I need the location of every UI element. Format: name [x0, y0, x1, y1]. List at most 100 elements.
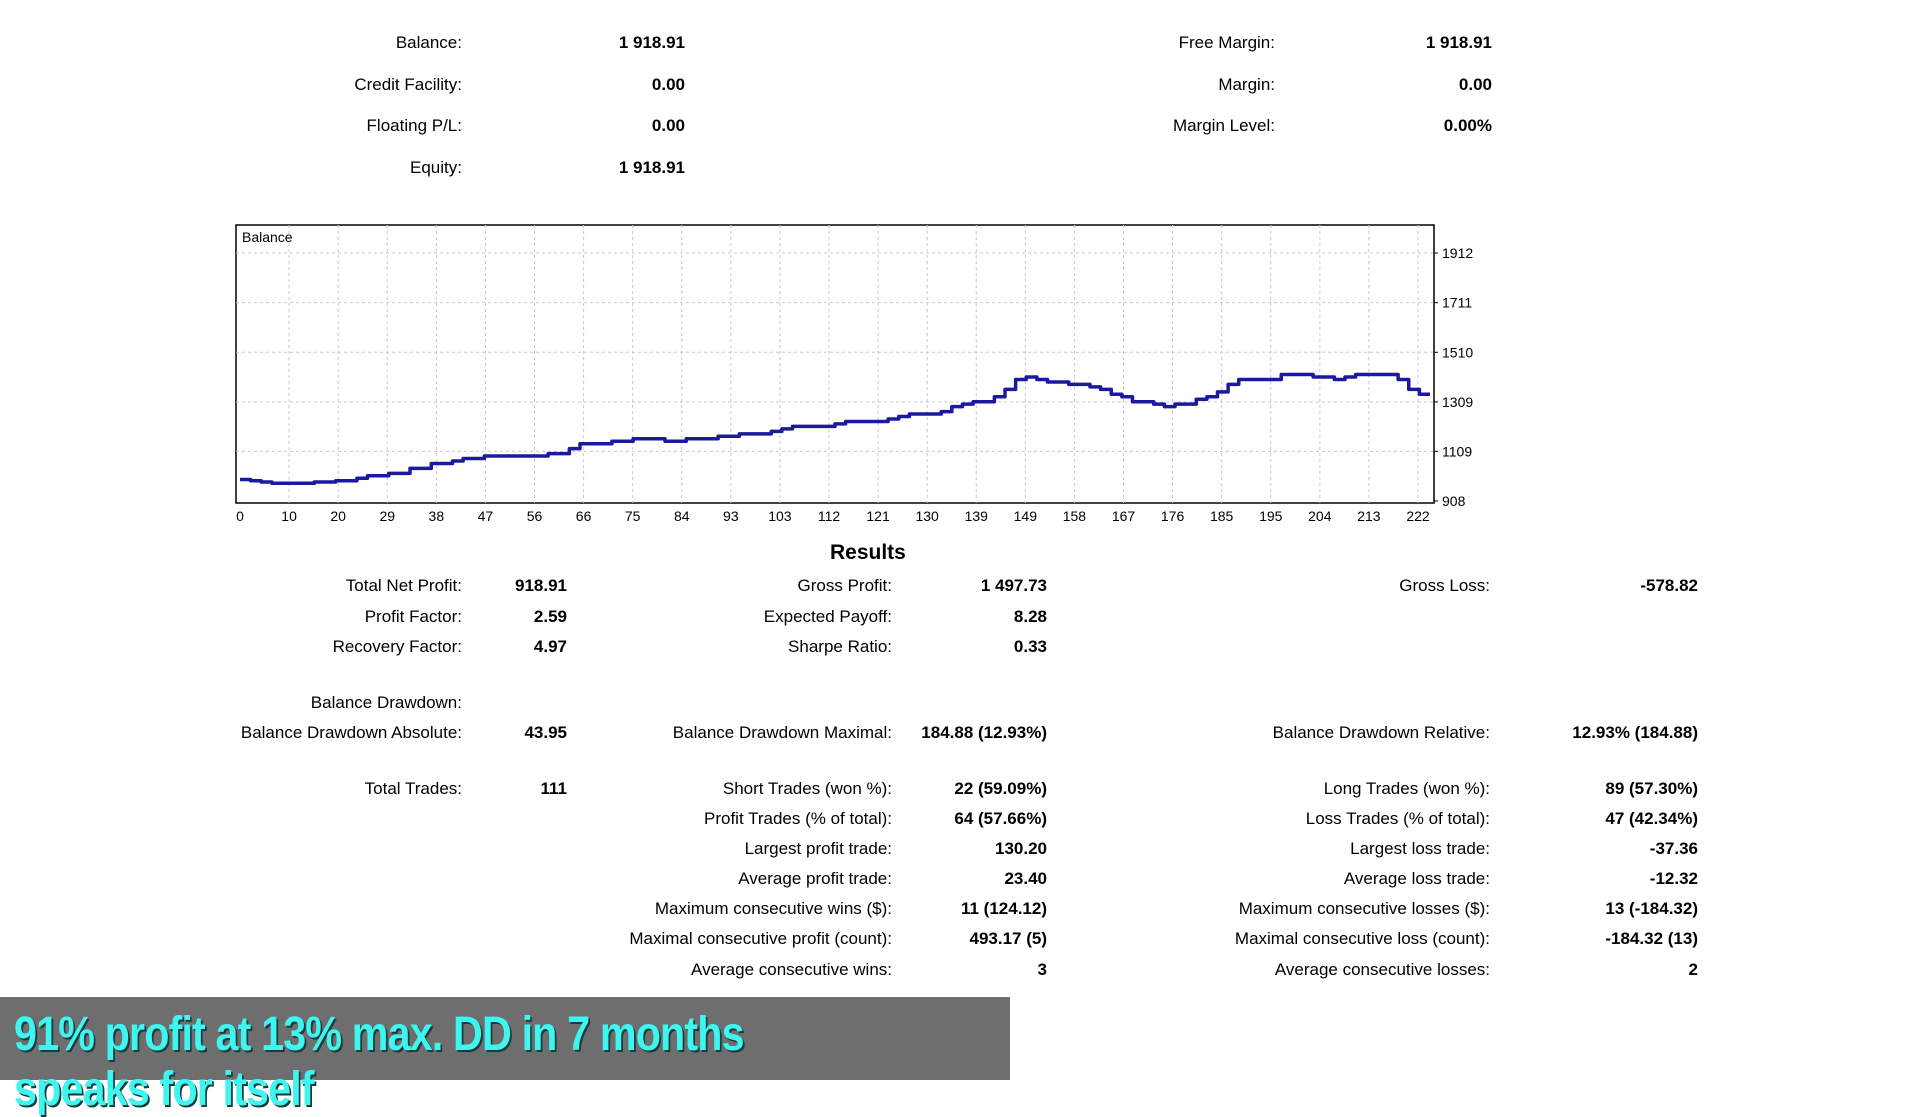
avg-cons-wins-label: Average consecutive wins: — [691, 960, 892, 979]
x-tick-label: 158 — [1063, 508, 1087, 524]
free-margin-label: Free Margin: — [1178, 33, 1275, 52]
x-tick-label: 149 — [1014, 508, 1038, 524]
maximal-cons-loss-label: Maximal consecutive loss (count): — [1234, 929, 1490, 948]
gross-profit-label: Gross Profit: — [797, 576, 892, 595]
x-tick-label: 204 — [1308, 508, 1332, 524]
maximal-cons-profit-value: 493.17 (5) — [969, 929, 1048, 948]
equity-value: 1 918.91 — [618, 158, 685, 177]
max-cons-wins-value: 11 (124.12) — [960, 899, 1047, 918]
y-tick-label: 1510 — [1442, 344, 1473, 360]
results-title: Results — [830, 541, 906, 564]
recovery-factor-label: Recovery Factor: — [332, 637, 462, 656]
x-tick-label: 176 — [1161, 508, 1185, 524]
avg-cons-wins-value: 3 — [1037, 960, 1047, 979]
long-trades-label: Long Trades (won %): — [1323, 779, 1490, 798]
floating-label: Floating P/L: — [366, 116, 462, 135]
x-tick-label: 185 — [1210, 508, 1234, 524]
bd-relative-label: Balance Drawdown Relative: — [1272, 723, 1490, 742]
y-tick-label: 1109 — [1442, 443, 1472, 459]
margin-level-value: 0.00% — [1443, 116, 1492, 135]
x-tick-label: 20 — [330, 508, 346, 524]
x-tick-label: 47 — [478, 508, 494, 524]
x-tick-label: 195 — [1259, 508, 1283, 524]
y-tick-label: 1309 — [1442, 394, 1473, 410]
y-tick-label: 908 — [1442, 493, 1466, 509]
sharpe-ratio-label: Sharpe Ratio: — [788, 637, 892, 656]
margin-label: Margin: — [1218, 75, 1275, 94]
x-tick-label: 130 — [915, 508, 939, 524]
largest-loss-value: -37.36 — [1649, 839, 1698, 858]
profit-trades-label: Profit Trades (% of total): — [703, 809, 892, 828]
max-cons-losses-value: 13 (-184.32) — [1605, 899, 1698, 918]
x-tick-label: 213 — [1357, 508, 1381, 524]
y-axis-ticks: 1912 1711 1510 1309 1109 908 — [1434, 245, 1473, 509]
bd-absolute-value: 43.95 — [524, 723, 567, 742]
bd-relative-value: 12.93% (184.88) — [1572, 723, 1698, 742]
credit-label: Credit Facility: — [354, 75, 462, 94]
avg-profit-label: Average profit trade: — [738, 869, 892, 888]
avg-loss-label: Average loss trade: — [1343, 869, 1490, 888]
floating-value: 0.00 — [651, 116, 685, 135]
margin-value: 0.00 — [1458, 75, 1492, 94]
avg-cons-losses-label: Average consecutive losses: — [1274, 960, 1490, 979]
maximal-cons-profit-label: Maximal consecutive profit (count): — [629, 929, 892, 948]
balance-series-line — [240, 372, 1430, 485]
x-axis-ticks: 0 10 20 29 38 47 56 66 75 84 93 103 112 121 130 139 149 1… — [236, 508, 1430, 524]
caption-banner: 91% profit at 13% max. DD in 7 months sp… — [0, 997, 1010, 1116]
expected-payoff-value: 8.28 — [1013, 607, 1047, 626]
total-trades-value: 111 — [540, 779, 568, 798]
short-trades-label: Short Trades (won %): — [722, 779, 892, 798]
balance-chart: Balance 0 10 20 29 38 47 56 66 75 84 93 103 112 121 13… — [235, 224, 1473, 524]
x-tick-label: 103 — [768, 508, 792, 524]
plot-frame — [235, 224, 1435, 504]
x-tick-label: 112 — [818, 508, 841, 524]
balance-value: 1 918.91 — [618, 33, 685, 52]
total-net-profit-label: Total Net Profit: — [345, 576, 462, 595]
total-net-profit-value: 918.91 — [515, 576, 567, 595]
margin-level-label: Margin Level: — [1172, 116, 1275, 135]
gross-loss-value: -578.82 — [1640, 576, 1698, 595]
expected-payoff-label: Expected Payoff: — [763, 607, 892, 626]
largest-profit-label: Largest profit trade: — [744, 839, 892, 858]
loss-trades-value: 47 (42.34%) — [1605, 809, 1698, 828]
largest-profit-value: 130.20 — [995, 839, 1047, 858]
x-tick-label: 0 — [236, 508, 244, 524]
long-trades-value: 89 (57.30%) — [1605, 779, 1698, 798]
equity-label: Equity: — [410, 158, 462, 177]
profit-factor-label: Profit Factor: — [364, 607, 462, 626]
profit-factor-value: 2.59 — [533, 607, 567, 626]
profit-trades-value: 64 (57.66%) — [954, 809, 1047, 828]
max-cons-losses-label: Maximum consecutive losses ($): — [1238, 899, 1490, 918]
x-tick-label: 56 — [527, 508, 543, 524]
y-tick-label: 1711 — [1442, 295, 1472, 311]
max-cons-wins-label: Maximum consecutive wins ($): — [654, 899, 892, 918]
balance-drawdown-label: Balance Drawdown: — [310, 693, 462, 712]
avg-profit-value: 23.40 — [1004, 869, 1047, 888]
x-tick-label: 222 — [1406, 508, 1430, 524]
free-margin-value: 1 918.91 — [1425, 33, 1492, 52]
x-tick-label: 66 — [576, 508, 592, 524]
x-tick-label: 75 — [625, 508, 641, 524]
largest-loss-label: Largest loss trade: — [1350, 839, 1490, 858]
sharpe-ratio-value: 0.33 — [1013, 637, 1047, 656]
bd-maximal-label: Balance Drawdown Maximal: — [672, 723, 892, 742]
x-tick-label: 167 — [1112, 508, 1136, 524]
avg-cons-losses-value: 2 — [1688, 960, 1698, 979]
x-tick-label: 121 — [866, 508, 890, 524]
gross-profit-value: 1 497.73 — [980, 576, 1047, 595]
loss-trades-label: Loss Trades (% of total): — [1305, 809, 1490, 828]
y-tick-label: 1912 — [1442, 245, 1473, 261]
maximal-cons-loss-value: -184.32 (13) — [1605, 929, 1698, 948]
total-trades-label: Total Trades: — [364, 779, 462, 798]
recovery-factor-value: 4.97 — [533, 637, 567, 656]
short-trades-value: 22 (59.09%) — [954, 779, 1047, 798]
x-tick-label: 139 — [965, 508, 989, 524]
gross-loss-label: Gross Loss: — [1399, 576, 1490, 595]
x-tick-label: 93 — [723, 508, 739, 524]
x-tick-label: 38 — [429, 508, 445, 524]
bd-absolute-label: Balance Drawdown Absolute: — [240, 723, 462, 742]
x-tick-label: 84 — [674, 508, 690, 524]
chart-title: Balance — [242, 229, 293, 245]
x-tick-label: 10 — [281, 508, 297, 524]
bd-maximal-value: 184.88 (12.93%) — [921, 723, 1047, 742]
